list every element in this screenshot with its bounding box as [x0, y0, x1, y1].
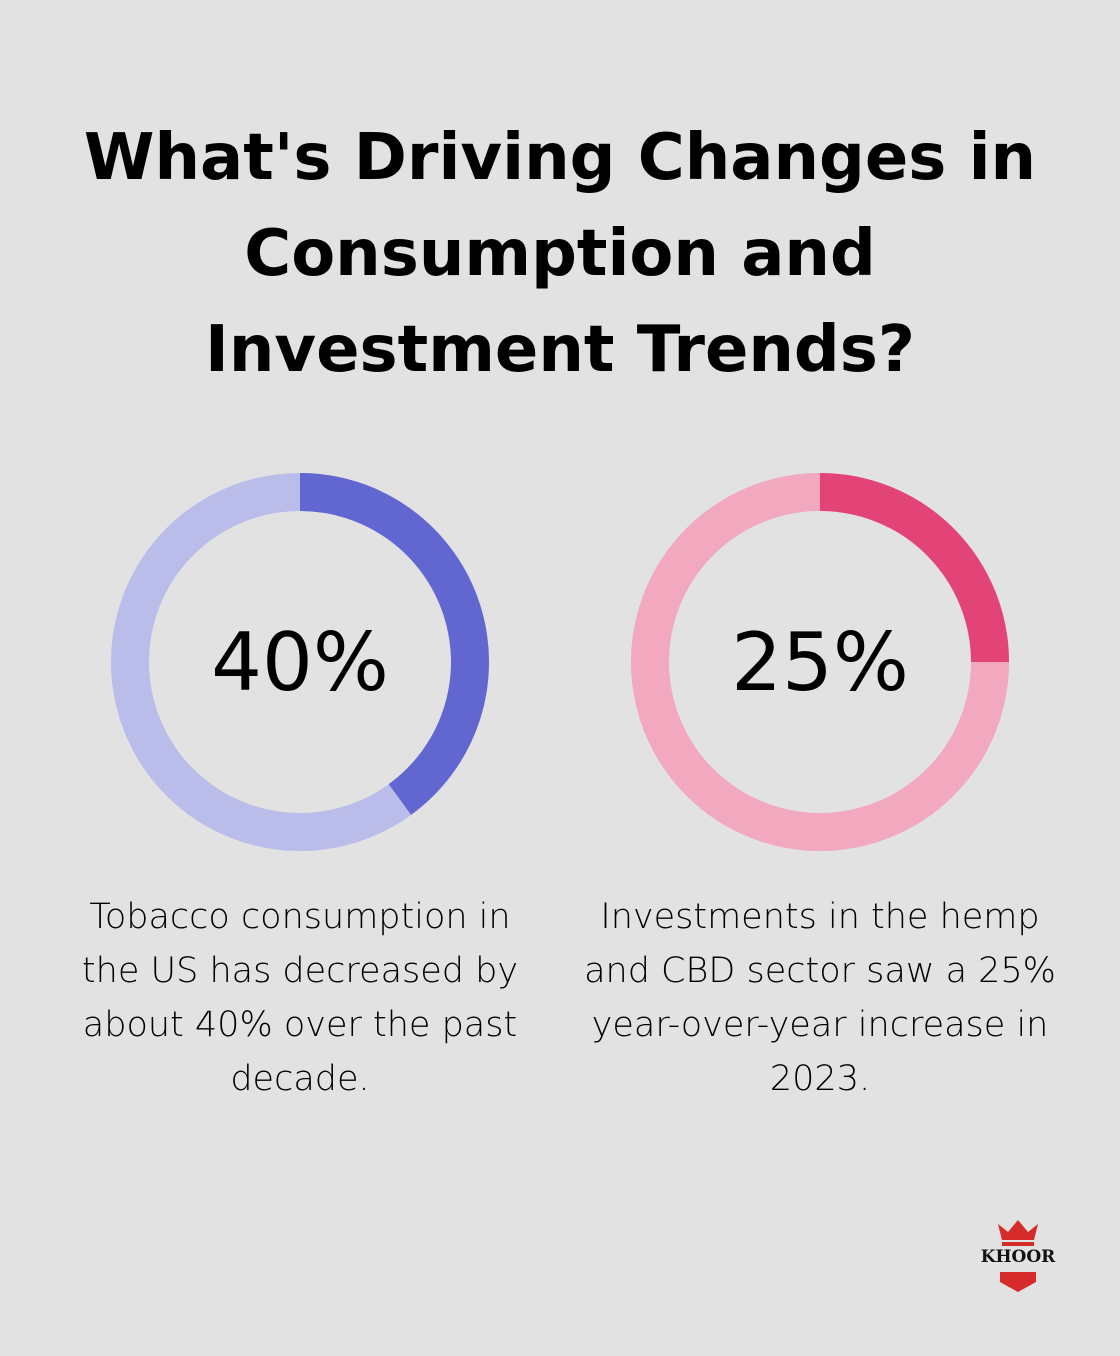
donut-chart-hemp-cbd: 25%: [630, 472, 1010, 852]
donut-caption: Tobacco consumption in the US has decrea…: [81, 897, 519, 1099]
crown-icon: KHOOR: [981, 1220, 1056, 1292]
logo-text: KHOOR: [981, 1247, 1056, 1267]
donut-chart-tobacco: 40%: [110, 472, 490, 852]
brand-logo: KHOOR: [978, 1218, 1058, 1298]
donut-caption: Investments in the hemp and CBD sector s…: [584, 897, 1056, 1099]
donut-segment: [299, 473, 489, 815]
donut-value-label: 40%: [211, 615, 389, 709]
donut-value-label: 25%: [731, 615, 909, 709]
page-title: What's Driving Changes in Consumption an…: [83, 121, 1037, 387]
donut-segment: [819, 473, 1009, 663]
